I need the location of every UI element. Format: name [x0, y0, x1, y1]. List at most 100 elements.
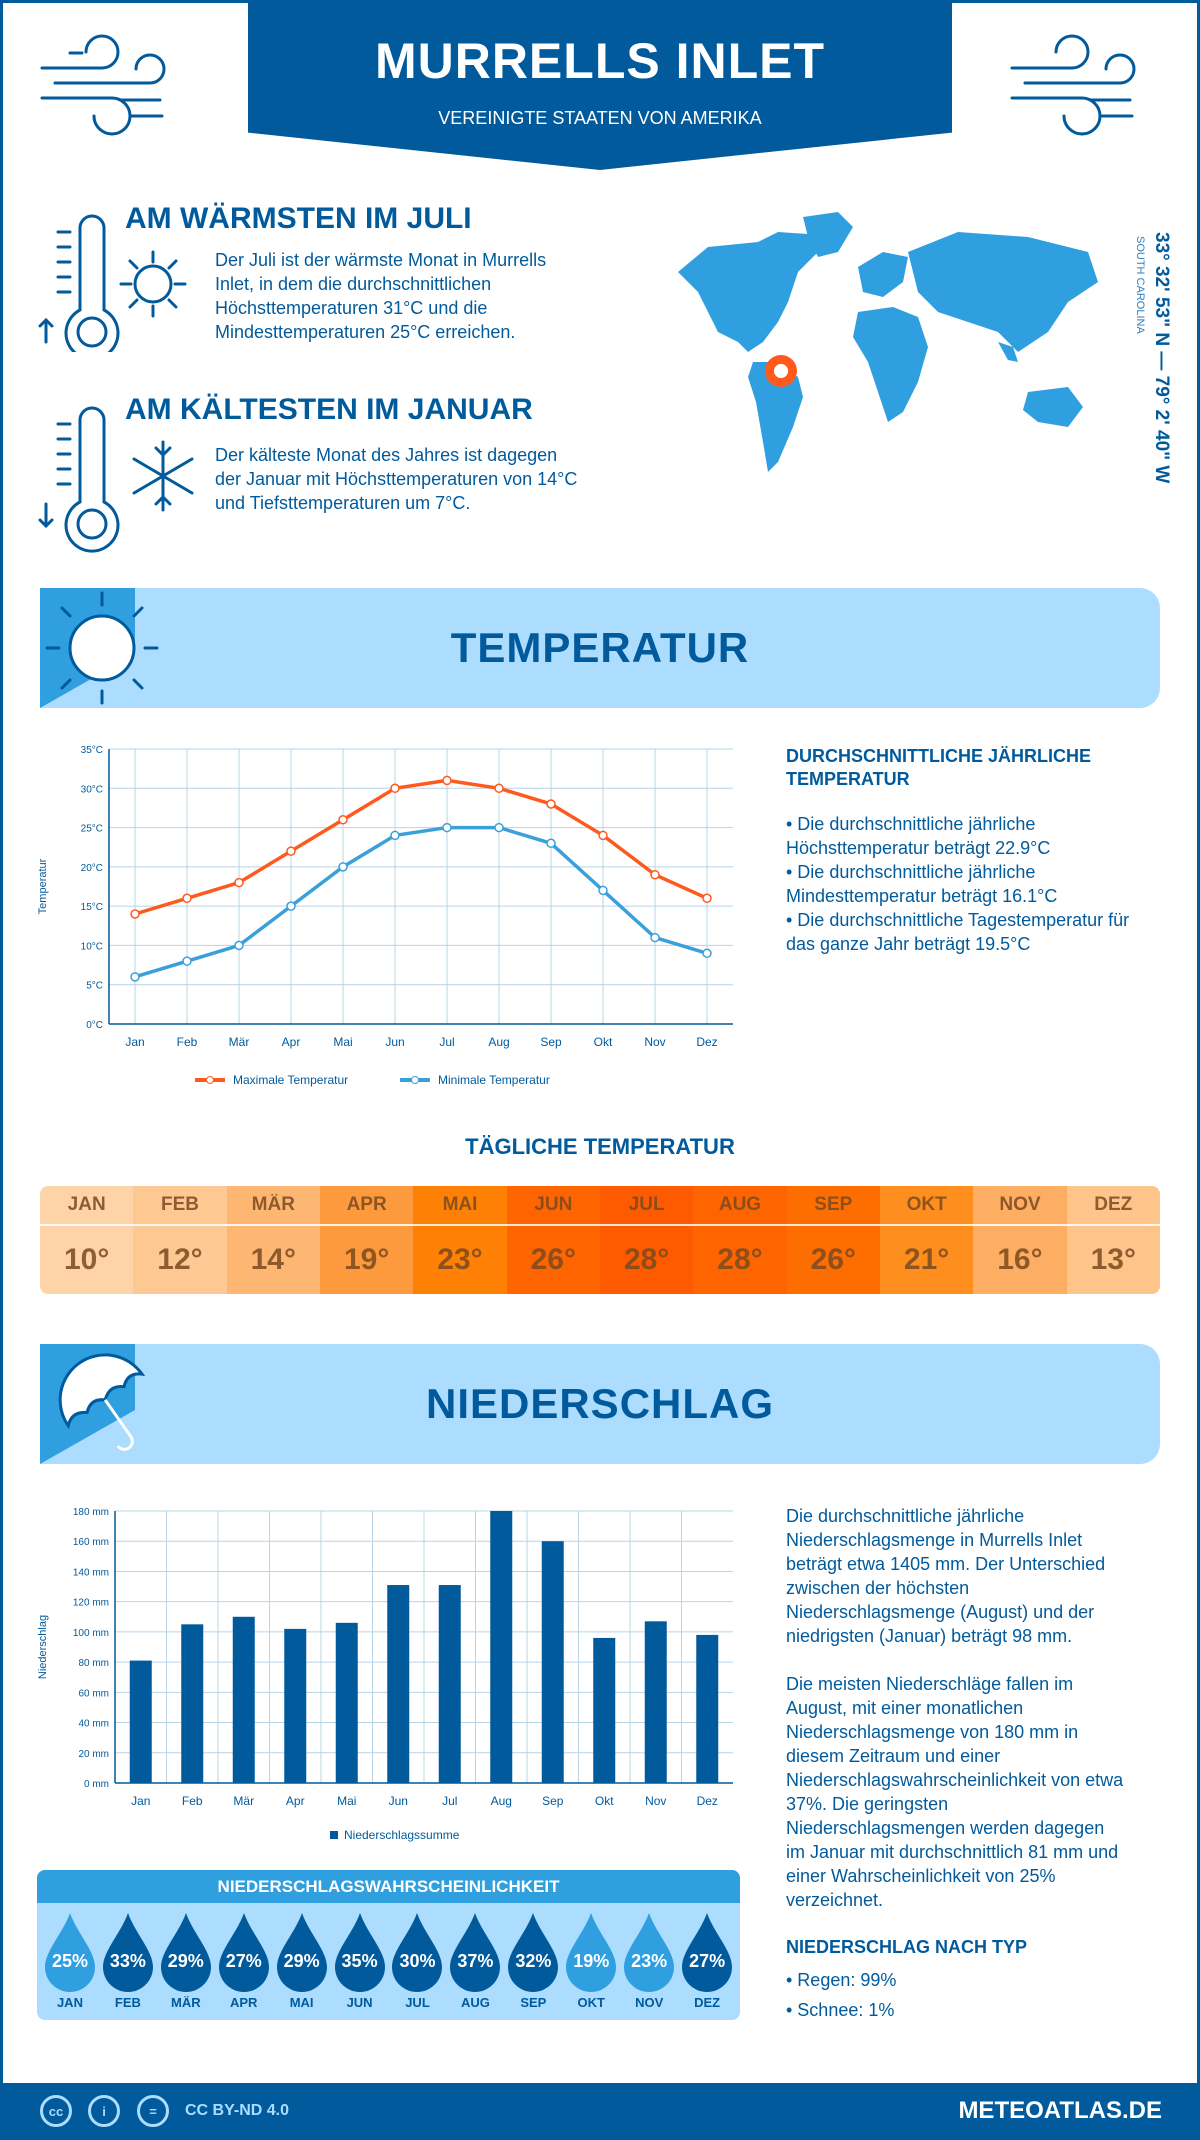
y-tick-label: 80 mm: [78, 1658, 109, 1669]
annual-temp-bullet: • Die durchschnittliche jährliche Höchst…: [786, 814, 1051, 858]
annual-temp-bullet: • Die durchschnittliche jährliche Mindes…: [786, 862, 1058, 906]
data-point: [130, 909, 140, 919]
daily-temp-title: TÄGLICHE TEMPERATUR: [465, 1134, 735, 1159]
precip-bar: [335, 1622, 358, 1783]
y-tick-label: 20°C: [81, 863, 103, 874]
legend-marker: [206, 1076, 214, 1084]
probability-value: 33%: [109, 1951, 146, 1971]
daily-temp-value: 14°: [250, 1243, 296, 1276]
daily-temp-cell: JAN 10°: [40, 1186, 134, 1294]
probability-value: 27%: [225, 1951, 262, 1971]
month-label: SEP: [520, 1995, 547, 2010]
month-label: JUN: [346, 1995, 373, 2010]
y-tick-label: 40 mm: [78, 1719, 109, 1730]
month-label: OKT: [577, 1995, 605, 2010]
precip-bar: [181, 1624, 204, 1783]
data-point: [338, 814, 348, 825]
data-point: [338, 862, 348, 872]
y-tick-label: 5°C: [86, 981, 103, 992]
month-label: AUG: [693, 1186, 787, 1226]
data-point: [598, 885, 608, 896]
legend-marker: [411, 1076, 419, 1084]
month-label: APR: [230, 1995, 258, 2010]
temperature-title: TEMPERATUR: [450, 624, 750, 671]
precip-bar: [696, 1634, 719, 1783]
y-tick-label: 120 mm: [73, 1598, 109, 1609]
month-label: OKT: [879, 1186, 974, 1226]
daily-temp-cell: JUL 28°: [599, 1186, 694, 1294]
precip-type-snow: • Schnee: 1%: [786, 2000, 895, 2020]
x-tick-label: Jun: [385, 1035, 404, 1049]
y-tick-label: 10°C: [81, 941, 103, 952]
x-tick-label: Nov: [645, 1794, 666, 1808]
license-label[interactable]: CC BY-ND 4.0: [185, 2102, 290, 2119]
thermometer-warm-icon: [38, 214, 187, 352]
month-label: JUL: [405, 1995, 430, 2010]
daily-temp-value: 28°: [717, 1243, 763, 1276]
probability-drop: 29% MAI: [273, 1903, 331, 2020]
warmest-text: Der Juli ist der wärmste Monat in Murrel…: [215, 250, 547, 342]
x-tick-label: Jan: [131, 1794, 150, 1808]
precip-bar: [644, 1621, 667, 1783]
temperature-chart: 0°C 5°C 10°C 15°C 20°C 25°C 30°C 35°C Jan Feb Mär A…: [37, 745, 733, 1087]
x-tick-label: Apr: [286, 1794, 305, 1808]
header-banner: MURRELLS INLET VEREINIGTE STAATEN VON AM…: [248, 0, 952, 170]
daily-temp-cell: APR 19°: [319, 1186, 414, 1294]
raindrop-icon: [682, 1913, 733, 1992]
daily-temp-cell: NOV 16°: [973, 1186, 1067, 1294]
probability-value: 35%: [341, 1951, 378, 1971]
probability-drop: 19% OKT: [562, 1903, 620, 2020]
y-tick-label: 0 mm: [84, 1779, 109, 1790]
x-tick-label: Jan: [125, 1035, 144, 1049]
y-tick-label: 60 mm: [78, 1688, 109, 1699]
raindrop-icon: [44, 1913, 95, 1992]
daily-temp-value: 10°: [63, 1243, 110, 1276]
annual-temp-bullet: • Die durchschnittliche Tagestemperatur …: [786, 910, 1130, 954]
x-tick-label: Nov: [644, 1035, 665, 1049]
coldest-text: Der kälteste Monat des Jahres ist dagege…: [215, 445, 578, 513]
brand-link[interactable]: METEOATLAS.DE: [958, 2097, 1162, 2124]
raindrop-icon: [624, 1913, 675, 1992]
month-label: AUG: [460, 1995, 490, 2010]
data-point: [286, 901, 296, 911]
x-tick-label: Mär: [229, 1035, 250, 1049]
month-label: APR: [319, 1186, 414, 1226]
month-label: JAN: [40, 1186, 134, 1226]
y-axis-label: Niederschlag: [37, 1615, 49, 1679]
daily-temp-value: 16°: [997, 1243, 1043, 1276]
cc-icon: cc: [40, 2095, 72, 2127]
month-label: JUL: [599, 1186, 694, 1226]
probability-drop: 27% DEZ: [678, 1903, 736, 2020]
page-title: MURRELLS INLET: [374, 33, 826, 89]
umbrella-rain-icon: [58, 1353, 146, 1451]
probability-value: 23%: [631, 1951, 668, 1971]
probability-drop: 35% JUN: [331, 1903, 389, 2020]
probability-drop: 30% JUL: [389, 1903, 447, 2020]
precip-type-title: NIEDERSCHLAG NACH TYP: [786, 1937, 1028, 1957]
data-point: [494, 783, 504, 794]
data-point: [130, 972, 140, 982]
precip-title: NIEDERSCHLAG: [425, 1380, 775, 1427]
probability-drop: 25% JAN: [41, 1903, 99, 2020]
x-tick-label: Sep: [542, 1794, 564, 1808]
raindrop-icon: [450, 1913, 501, 1992]
data-point: [598, 830, 608, 841]
month-label: JUN: [506, 1186, 600, 1226]
x-tick-label: Feb: [182, 1794, 203, 1808]
precipitation-chart: 0 mm 20 mm 40 mm 60 mm 80 mm 100 mm 120 mm 140 …: [37, 1507, 733, 1842]
precip-type-rain: • Regen: 99%: [786, 1970, 897, 1990]
month-label: FEB: [114, 1995, 141, 2010]
daily-temp-value: 26°: [810, 1243, 856, 1276]
probability-value: 19%: [573, 1951, 610, 1971]
daily-temp-cell: FEB 12°: [133, 1186, 227, 1294]
y-axis-label: Temperatur: [37, 858, 49, 914]
raindrop-icon: [276, 1913, 327, 1992]
daily-temp-cell: MÄR 14°: [226, 1186, 320, 1294]
probability-drop: 33% FEB: [99, 1903, 157, 2020]
precip-bar: [387, 1585, 410, 1783]
data-point: [286, 846, 296, 856]
x-tick-label: Dez: [697, 1794, 718, 1808]
precip-probability-panel: NIEDERSCHLAGSWAHRSCHEINLICHKEIT 25% JAN 33…: [37, 1870, 740, 2020]
region-label: SOUTH CAROLINA: [1134, 236, 1146, 334]
data-point: [702, 893, 712, 904]
